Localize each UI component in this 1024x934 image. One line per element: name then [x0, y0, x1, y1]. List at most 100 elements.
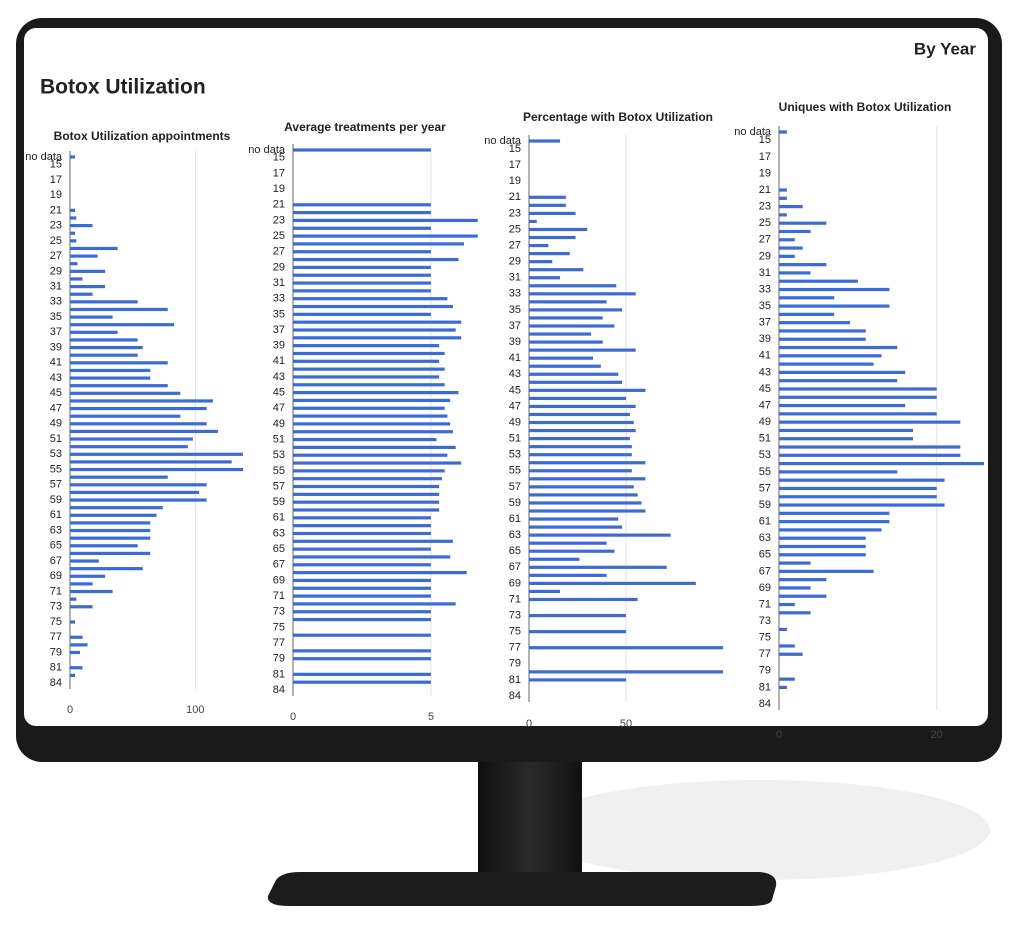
category-label: 45 [50, 387, 62, 399]
bar [529, 332, 592, 336]
category-label: 25 [759, 217, 771, 229]
chart-title: Average treatments per year [284, 120, 446, 134]
bar [529, 260, 553, 264]
bar [529, 597, 638, 602]
category-label: 29 [759, 250, 771, 262]
bar [70, 277, 83, 281]
bar [779, 312, 835, 316]
bar [70, 467, 243, 472]
bar [529, 509, 646, 513]
monitor-neck [478, 740, 582, 880]
bar [529, 493, 638, 497]
category-label: 63 [50, 524, 62, 536]
x-tick-label: 50 [620, 718, 632, 730]
bar [70, 399, 213, 403]
bar [529, 485, 634, 489]
bar [293, 351, 445, 356]
bar [779, 685, 787, 690]
category-label: 25 [509, 223, 521, 235]
category-label: 81 [509, 674, 521, 686]
bar [529, 203, 566, 207]
category-label: 53 [759, 449, 771, 461]
bar [70, 666, 83, 670]
bar [529, 437, 630, 441]
bar [779, 205, 803, 209]
category-label: 51 [273, 433, 285, 445]
bar [293, 672, 431, 676]
category-label: 57 [50, 479, 62, 491]
category-label: 63 [759, 532, 771, 544]
bar [70, 208, 76, 212]
bar [779, 528, 882, 532]
category-label: 65 [509, 545, 521, 557]
bar [293, 571, 467, 575]
category-label: 15 [273, 152, 285, 164]
category-label: 71 [273, 590, 285, 602]
bar [293, 344, 440, 348]
category-label: 84 [759, 698, 771, 710]
bar [529, 469, 632, 473]
bar [779, 520, 890, 524]
category-label: 53 [509, 449, 521, 461]
category-label: 39 [273, 340, 285, 352]
category-label: 43 [50, 372, 62, 384]
category-label: 23 [509, 207, 521, 219]
bar [529, 565, 667, 569]
category-label: 35 [759, 300, 771, 312]
bar [70, 307, 168, 312]
bar [293, 312, 431, 316]
category-label: 71 [50, 585, 62, 597]
chart-title: Botox Utilization appointments [54, 129, 231, 143]
category-label: 41 [50, 357, 62, 369]
bar [293, 516, 431, 520]
bar [293, 657, 431, 661]
category-label: 73 [273, 606, 285, 618]
bar [529, 412, 630, 417]
bar [70, 284, 106, 289]
bar [293, 531, 431, 536]
screen [24, 28, 988, 726]
bar [529, 404, 636, 409]
bar [70, 323, 175, 327]
category-label: 84 [509, 690, 521, 702]
bar [293, 586, 431, 590]
bar [779, 611, 811, 615]
x-tick-label: 0 [526, 718, 532, 730]
by-year-link[interactable]: By Year [914, 39, 976, 58]
category-label: no data [25, 151, 63, 163]
bar [529, 445, 632, 449]
bar [293, 289, 431, 293]
bar [779, 329, 866, 333]
category-label: 23 [50, 220, 62, 232]
bar [779, 321, 850, 325]
category-label: 17 [509, 159, 521, 171]
category-label: 41 [759, 350, 771, 362]
bar [529, 396, 626, 400]
bar [529, 243, 549, 248]
bar [70, 292, 93, 296]
bar [779, 130, 787, 134]
bar [779, 478, 945, 482]
bar [529, 252, 570, 256]
bar [293, 617, 431, 622]
bar [293, 406, 445, 410]
category-label: 49 [759, 416, 771, 428]
category-label: 84 [273, 684, 285, 696]
category-label: no data [248, 144, 286, 156]
bar [293, 367, 445, 371]
bar [70, 574, 106, 578]
category-label: 39 [50, 341, 62, 353]
category-label: 27 [50, 250, 62, 262]
category-label: 19 [759, 167, 771, 179]
bar [779, 271, 811, 275]
category-label: 31 [50, 281, 62, 293]
bar [70, 300, 138, 304]
bar [779, 263, 827, 267]
bar [779, 254, 795, 258]
bar [70, 551, 151, 556]
bar [529, 477, 646, 481]
category-label: 71 [509, 593, 521, 605]
category-label: 59 [759, 499, 771, 511]
x-tick-label: 20 [931, 729, 943, 741]
category-label: 55 [273, 465, 285, 477]
